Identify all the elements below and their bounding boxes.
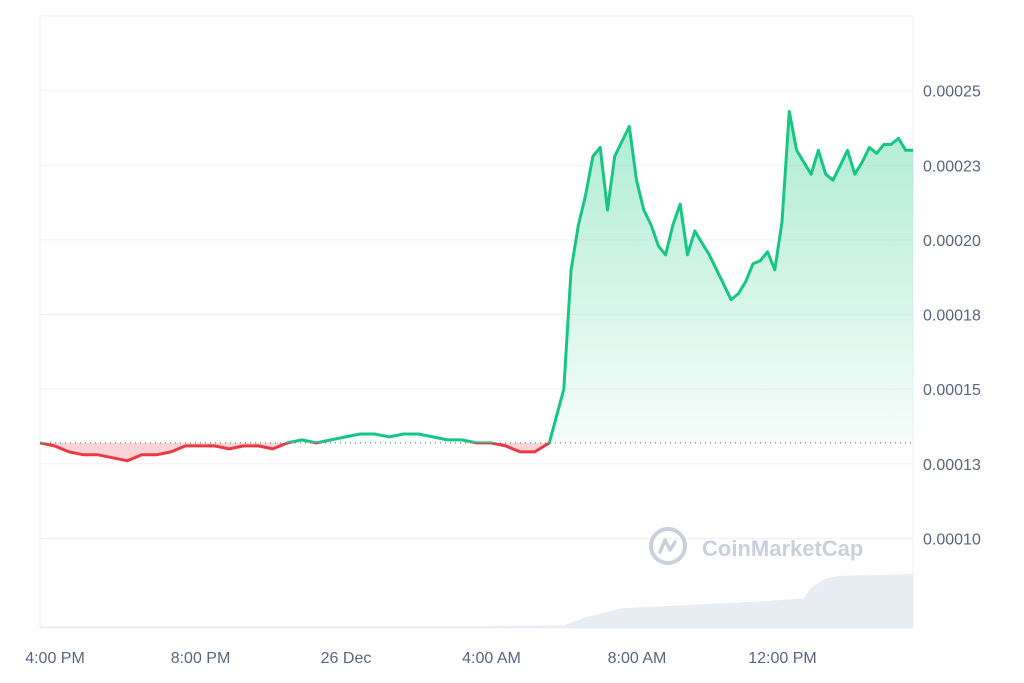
- price-line-down: [39, 442, 551, 463]
- y-tick-label: 0.00010: [923, 531, 981, 548]
- y-tick-label: 0.00020: [923, 233, 981, 250]
- coinmarketcap-logo-icon: [649, 527, 687, 565]
- x-tick-label: 8:00 PM: [171, 650, 231, 667]
- y-tick-label: 0.00013: [923, 457, 981, 474]
- grid-lines: [40, 90, 913, 539]
- price-line-up: [39, 110, 913, 443]
- x-tick-label: 8:00 AM: [608, 650, 667, 667]
- y-tick-label: 0.00025: [923, 84, 981, 101]
- watermark: CoinMarketCap: [649, 527, 863, 565]
- x-axis: 4:00 PM 8:00 PM 26 Dec 4:00 AM 8:00 AM 12:00 …: [25, 650, 817, 667]
- y-axis: 0.00025 0.00023 0.00020 0.00018 0.00015 0.000…: [923, 84, 981, 549]
- y-tick-label: 0.00018: [923, 308, 981, 325]
- x-tick-label: 26 Dec: [321, 650, 372, 667]
- x-tick-label: 12:00 PM: [748, 650, 816, 667]
- x-tick-label: 4:00 AM: [462, 650, 521, 667]
- y-tick-label: 0.00023: [923, 158, 981, 175]
- y-tick-label: 0.00015: [923, 382, 981, 399]
- volume-area: [40, 574, 913, 628]
- area-below-baseline: [40, 442, 550, 461]
- area-above-baseline: [40, 111, 913, 443]
- x-tick-label: 4:00 PM: [25, 650, 85, 667]
- watermark-text: CoinMarketCap: [702, 536, 863, 561]
